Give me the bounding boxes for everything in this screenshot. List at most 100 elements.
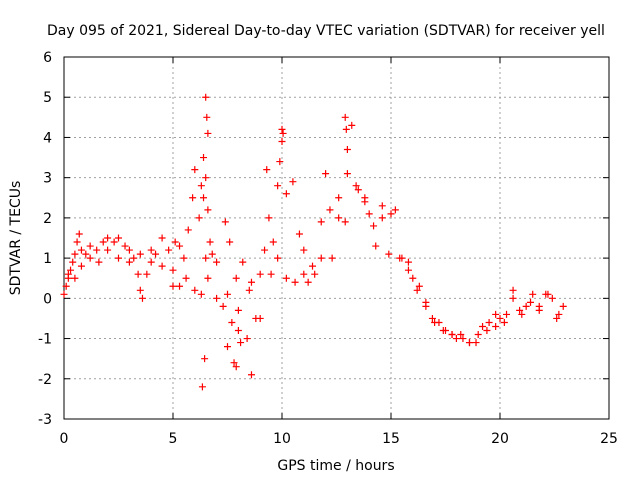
data-point xyxy=(247,371,255,379)
grid xyxy=(64,57,609,419)
x-tick-label: 10 xyxy=(273,431,291,447)
data-point xyxy=(555,310,563,318)
data-point xyxy=(95,258,103,266)
data-point xyxy=(136,250,144,258)
data-point xyxy=(309,262,317,270)
data-point xyxy=(279,129,287,137)
data-point xyxy=(67,266,75,274)
data-point xyxy=(474,331,482,339)
data-point xyxy=(479,322,487,330)
y-tick-label: -3 xyxy=(38,412,52,428)
data-point xyxy=(202,254,210,262)
data-point xyxy=(300,270,308,278)
data-point xyxy=(182,274,190,282)
data-point xyxy=(176,282,184,290)
data-point xyxy=(341,218,349,226)
data-point xyxy=(343,146,351,154)
data-point xyxy=(278,125,286,133)
y-tick-label: 0 xyxy=(43,291,52,307)
series-0 xyxy=(60,121,567,367)
data-point xyxy=(263,166,271,174)
data-point xyxy=(62,282,70,290)
data-point xyxy=(200,194,208,202)
data-point xyxy=(431,318,439,326)
data-point xyxy=(60,290,68,298)
y-axis-label: SDTVAR / TECUs xyxy=(8,181,24,296)
data-point xyxy=(282,190,290,198)
data-point xyxy=(75,230,83,238)
data-point xyxy=(71,250,79,258)
data-point xyxy=(228,318,236,326)
data-point xyxy=(138,294,146,302)
x-tick-label: 5 xyxy=(169,431,178,447)
data-point xyxy=(527,298,535,306)
data-point xyxy=(125,258,133,266)
data-point xyxy=(197,290,205,298)
data-point xyxy=(274,254,282,262)
data-point xyxy=(176,242,184,250)
data-point xyxy=(191,166,199,174)
y-tick-label: 2 xyxy=(43,211,52,227)
data-point xyxy=(348,121,356,129)
data-point xyxy=(428,314,436,322)
data-point xyxy=(247,278,255,286)
data-point xyxy=(115,234,122,242)
data-point xyxy=(245,286,253,294)
chart-title: Day 095 of 2021, Sidereal Day-to-day VTE… xyxy=(47,23,605,39)
data-point xyxy=(415,282,423,290)
data-point xyxy=(261,246,269,254)
data-point xyxy=(404,266,412,274)
data-point xyxy=(82,250,90,258)
y-tick-label: -1 xyxy=(38,332,52,348)
y-tick-label: 5 xyxy=(43,90,52,106)
data-point xyxy=(483,327,491,335)
data-point xyxy=(322,170,330,178)
data-point xyxy=(492,322,500,330)
data-point xyxy=(110,238,118,246)
data-point xyxy=(121,242,129,250)
data-point xyxy=(559,302,567,310)
data-point xyxy=(256,270,264,278)
data-point xyxy=(213,258,221,266)
data-point xyxy=(208,250,216,258)
data-point xyxy=(64,270,72,278)
data-point xyxy=(180,254,188,262)
data-point xyxy=(282,274,290,282)
data-point xyxy=(452,335,460,343)
data-point xyxy=(158,262,166,270)
data-point xyxy=(213,294,221,302)
data-point xyxy=(448,331,456,339)
data-point xyxy=(404,258,412,266)
data-point xyxy=(341,113,349,121)
data-point xyxy=(171,238,179,246)
data-point xyxy=(387,210,395,218)
data-point xyxy=(304,278,312,286)
data-point xyxy=(219,302,227,310)
data-point xyxy=(73,238,81,246)
data-point xyxy=(77,262,85,270)
series-1 xyxy=(64,170,561,347)
data-point xyxy=(99,238,107,246)
data-point xyxy=(243,335,251,343)
data-point xyxy=(396,254,404,262)
data-point xyxy=(71,274,79,282)
data-point xyxy=(518,310,526,318)
data-point xyxy=(385,250,393,258)
data-point xyxy=(529,290,537,298)
data-point xyxy=(553,314,561,322)
data-point xyxy=(130,254,138,262)
data-point xyxy=(234,306,242,314)
data-point xyxy=(317,218,325,226)
data-point xyxy=(328,254,336,262)
data-point xyxy=(509,286,517,294)
data-point xyxy=(274,182,282,190)
data-point xyxy=(485,318,493,326)
data-point xyxy=(147,258,155,266)
data-point xyxy=(200,154,208,162)
data-point xyxy=(352,182,360,190)
data-point xyxy=(522,302,530,310)
data-point xyxy=(500,318,508,326)
data-point xyxy=(335,194,343,202)
data-point xyxy=(291,278,299,286)
data-point xyxy=(234,327,242,335)
